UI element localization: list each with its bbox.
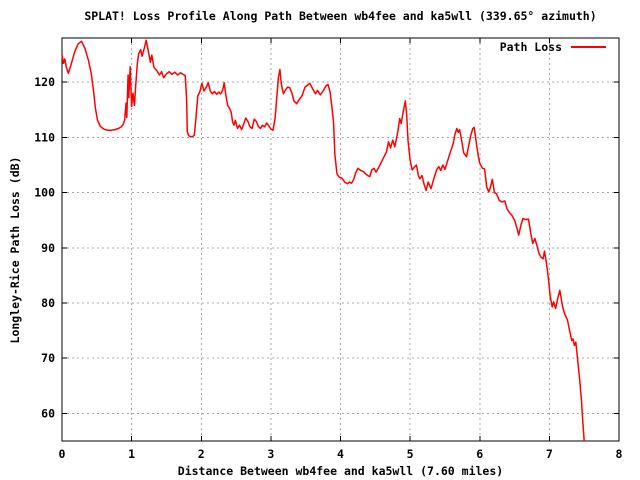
legend: Path Loss	[500, 40, 606, 54]
x-tick-label: 7	[546, 447, 553, 461]
y-tick-label: 70	[41, 351, 55, 365]
x-tick-label: 8	[616, 447, 623, 461]
y-tick-label: 90	[41, 241, 55, 255]
x-tick-label: 0	[59, 447, 66, 461]
y-axis-label: Longley-Rice Path Loss (dB)	[8, 156, 22, 344]
chart-title: SPLAT! Loss Profile Along Path Between w…	[84, 9, 597, 23]
path-loss-line	[61, 39, 585, 442]
x-tick-label: 3	[267, 447, 274, 461]
y-tick-label: 80	[41, 296, 55, 310]
x-tick-label: 5	[407, 447, 414, 461]
x-tick-label: 1	[128, 447, 135, 461]
legend-label: Path Loss	[499, 40, 562, 54]
y-tick-label: 100	[34, 186, 55, 200]
x-tick-label: 2	[198, 447, 205, 461]
y-tick-label: 110	[34, 130, 55, 144]
x-tick-label: 6	[476, 447, 483, 461]
legend-line-sample	[571, 46, 606, 48]
y-tick-label: 60	[41, 406, 55, 420]
y-tick-label: 120	[34, 75, 55, 89]
x-tick-label: 4	[337, 447, 344, 461]
x-axis-label: Distance Between wb4fee and ka5wll (7.60…	[177, 464, 504, 478]
